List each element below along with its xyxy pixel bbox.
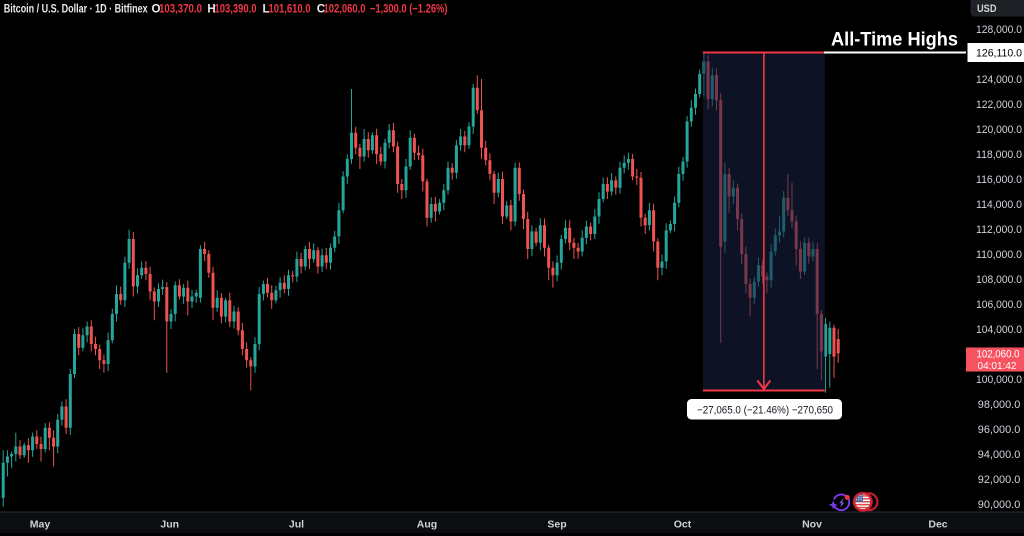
svg-text:Aug: Aug xyxy=(417,519,437,531)
svg-text:100,000.0: 100,000.0 xyxy=(976,374,1022,386)
svg-text:103,370.0: 103,370.0 xyxy=(159,4,202,16)
svg-text:90,000.0: 90,000.0 xyxy=(978,499,1021,511)
svg-text:−1,300.0 (−1.26%): −1,300.0 (−1.26%) xyxy=(370,4,448,16)
svg-text:−27,065.0 (−21.46%) −270,650: −27,065.0 (−21.46%) −270,650 xyxy=(697,405,833,417)
svg-text:112,000.0: 112,000.0 xyxy=(976,224,1022,236)
svg-text:106,000.0: 106,000.0 xyxy=(976,299,1022,311)
svg-text:101,610.0: 101,610.0 xyxy=(269,4,311,16)
svg-text:128,000.0: 128,000.0 xyxy=(976,24,1022,36)
svg-text:Dec: Dec xyxy=(928,519,947,531)
svg-text:118,000.0: 118,000.0 xyxy=(976,149,1022,161)
svg-text:Bitcoin / U.S. Dollar · 1D · B: Bitcoin / U.S. Dollar · 1D · Bitfinex xyxy=(4,4,148,16)
svg-text:Nov: Nov xyxy=(802,519,822,531)
svg-text:O: O xyxy=(152,4,161,16)
svg-text:94,000.0: 94,000.0 xyxy=(978,449,1021,461)
svg-text:103,390.0: 103,390.0 xyxy=(215,4,257,16)
svg-text:Jul: Jul xyxy=(289,519,304,531)
svg-text:102,060.0: 102,060.0 xyxy=(977,349,1020,361)
svg-text:108,000.0: 108,000.0 xyxy=(976,274,1022,286)
svg-text:All-Time Highs: All-Time Highs xyxy=(831,30,958,51)
svg-text:C: C xyxy=(317,4,325,16)
svg-text:104,000.0: 104,000.0 xyxy=(976,324,1022,336)
svg-text:USD: USD xyxy=(977,3,997,15)
svg-text:L: L xyxy=(263,4,270,16)
svg-text:Oct: Oct xyxy=(674,519,692,531)
svg-text:Jun: Jun xyxy=(160,519,179,531)
svg-text:92,000.0: 92,000.0 xyxy=(978,474,1021,486)
svg-text:Sep: Sep xyxy=(547,519,566,531)
svg-text:May: May xyxy=(30,519,51,531)
svg-text:124,000.0: 124,000.0 xyxy=(976,74,1022,86)
svg-text:120,000.0: 120,000.0 xyxy=(976,124,1022,136)
svg-text:110,000.0: 110,000.0 xyxy=(976,249,1022,261)
svg-text:102,060.0: 102,060.0 xyxy=(324,4,366,16)
svg-text:114,000.0: 114,000.0 xyxy=(976,199,1022,211)
svg-text:126,110.0: 126,110.0 xyxy=(976,48,1022,60)
svg-text:96,000.0: 96,000.0 xyxy=(978,424,1021,436)
svg-text:116,000.0: 116,000.0 xyxy=(976,174,1022,186)
svg-text:122,000.0: 122,000.0 xyxy=(976,99,1022,111)
svg-text:04:01:42: 04:01:42 xyxy=(978,360,1017,372)
svg-text:98,000.0: 98,000.0 xyxy=(978,399,1021,411)
svg-text:H: H xyxy=(207,4,215,16)
